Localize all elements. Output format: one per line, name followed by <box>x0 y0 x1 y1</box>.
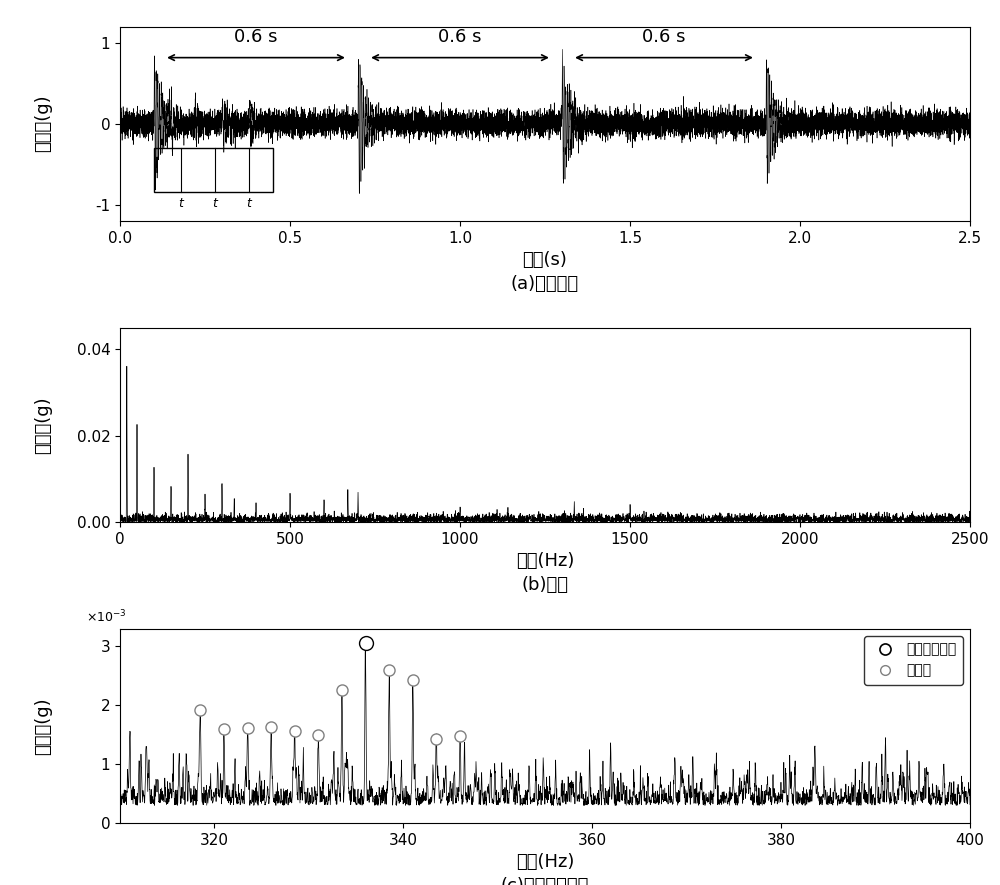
X-axis label: 时间(s): 时间(s) <box>523 251 567 269</box>
Text: $t$: $t$ <box>178 196 185 210</box>
Text: $t$: $t$ <box>212 196 219 210</box>
Y-axis label: 加速度(g): 加速度(g) <box>34 95 52 152</box>
Text: $t$: $t$ <box>246 196 253 210</box>
Text: (b)频谱: (b)频谱 <box>522 576 568 595</box>
Text: (a)时域波形: (a)时域波形 <box>511 275 579 293</box>
Text: $\times10^{-3}$: $\times10^{-3}$ <box>86 608 127 625</box>
Legend: 齿轮啮合频率, 边频带: 齿轮啮合频率, 边频带 <box>864 635 963 685</box>
Text: 0.6 s: 0.6 s <box>642 28 686 46</box>
Y-axis label: 加速度(g): 加速度(g) <box>34 697 52 755</box>
Y-axis label: 加速度(g): 加速度(g) <box>34 396 52 454</box>
X-axis label: 频率(Hz): 频率(Hz) <box>516 552 574 570</box>
Text: 0.6 s: 0.6 s <box>234 28 278 46</box>
Text: 0.6 s: 0.6 s <box>438 28 482 46</box>
Bar <box>154 148 273 193</box>
Text: (c)局部放大频谱: (c)局部放大频谱 <box>501 877 589 885</box>
X-axis label: 频率(Hz): 频率(Hz) <box>516 853 574 872</box>
